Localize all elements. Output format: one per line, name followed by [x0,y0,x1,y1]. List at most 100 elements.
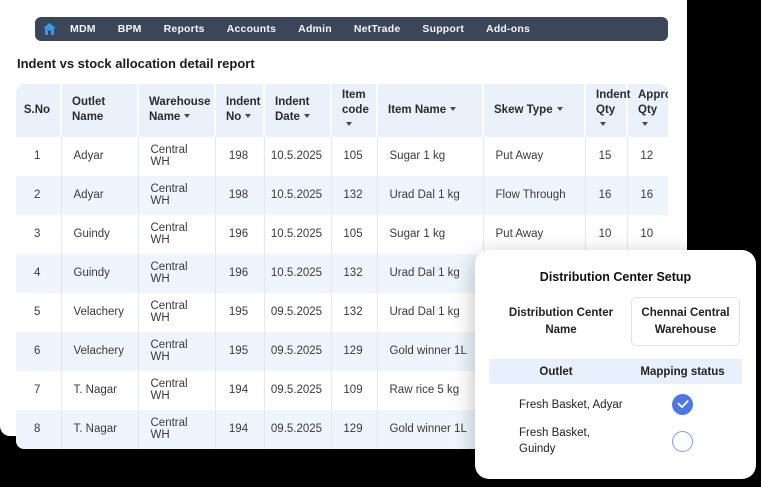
table-cell: Central WH [138,292,216,332]
dialog-table-header: Outlet Mapping status [489,359,742,385]
dialog-title: Distribution Center Setup [539,270,692,284]
table-cell: 10.5.2025 [264,136,332,176]
column-header-item-name[interactable]: Item Name [377,84,484,137]
page-title: Indent vs stock allocation detail report [17,56,255,71]
table-cell: 4 [16,253,62,293]
dialog-outlet-row: Fresh Basket, Guindy [489,425,742,457]
column-header-label: S.No [23,103,51,116]
table-cell: Central WH [138,175,216,215]
table-cell: 15 [585,136,628,176]
table-cell: 10.5.2025 [264,214,332,254]
table-row: 1 Adyar Central WH 198 10.5.2025 105 Sugar 1 k… [16,136,668,176]
table-cell: 7 [16,370,62,410]
table-cell: 3 [16,214,62,254]
table-row: 6 Velachery Central WH 195 09.5.2025 129 Gold … [16,331,668,371]
table-cell: 09.5.2025 [264,292,332,332]
table-cell: Central WH [138,253,216,293]
table-cell: 12 [627,136,668,176]
table-cell: Central WH [138,409,216,449]
table-cell: 16 [627,175,668,215]
distribution-center-name-input[interactable]: Chennai Central Warehouse [631,297,740,347]
distribution-center-name-label: Distribution Center Name [508,307,614,336]
column-header-label: Item code [342,89,369,116]
dialog-outlet-row: Fresh Basket, Adyar [489,394,742,416]
table-cell: Adyar [61,175,139,215]
column-header-label: Indent Qty [596,89,631,116]
table-cell: T. Nagar [61,409,139,449]
nav-item-mdm[interactable]: MDM [70,23,96,35]
nav-item-reports[interactable]: Reports [163,23,205,35]
table-cell: 2 [16,175,62,215]
table-header-row: S.No Outlet Name Warehouse Name Indent No In… [16,84,668,137]
column-header-label: Approve Qty [638,89,668,116]
table-cell: Put Away [483,136,586,176]
table-cell: 8 [16,409,62,449]
sort-arrow-icon [184,114,191,119]
column-header-skew-type[interactable]: Skew Type [483,84,586,137]
nav-item-nettrade[interactable]: NetTrade [353,23,401,35]
table-cell: Guindy [61,253,139,293]
outlet-name: Fresh Basket, Adyar [519,398,623,411]
column-header-label: Skew Type [494,103,553,116]
table-cell: Central WH [138,136,216,176]
column-header-warehouse-name[interactable]: Warehouse Name [138,84,216,137]
table-cell: 196 [215,253,265,293]
table-cell: Urad Dal 1 kg [377,253,484,293]
mapping-status-cell [623,394,742,416]
table-cell: 132 [331,292,378,332]
nav-item-add-ons[interactable]: Add-ons [486,23,531,35]
sort-arrow-icon [303,114,310,119]
nav-item-accounts[interactable]: Accounts [226,23,277,35]
home-icon-glyph [42,23,56,35]
column-header-approve-qty[interactable]: Approve Qty [627,84,668,137]
table-cell: Guindy [61,214,139,254]
table-cell: Central WH [138,331,216,371]
table-row: 3 Guindy Central WH 196 10.5.2025 105 Sugar 1 … [16,214,668,254]
sort-arrow-icon [245,114,252,119]
nav-item-bpm[interactable]: BPM [117,23,142,35]
mapping-status-column-header: Mapping status [640,365,725,378]
table-cell: Raw rice 5 kg [377,370,484,410]
table-cell: T. Nagar [61,370,139,410]
table-cell: 198 [215,136,265,176]
table-cell: 6 [16,331,62,371]
table-cell: 105 [331,214,378,254]
dialog-rows: Fresh Basket, Adyar Fresh Basket, Guindy [475,394,756,457]
column-header-indent-qty[interactable]: Indent Qty [585,84,631,137]
table-cell: 10.5.2025 [264,175,332,215]
table-cell: 105 [331,136,378,176]
column-header-label: Indent Date [275,96,310,124]
table-cell: Flow Through [483,175,586,215]
mapping-checked-icon[interactable] [672,394,694,416]
table-cell: Urad Dal 1 kg [377,292,484,332]
nav-item-support[interactable]: Support [422,23,465,35]
home-icon[interactable] [39,21,59,37]
mapping-status-cell [623,430,742,452]
column-header-indent-no[interactable]: Indent No [215,84,265,137]
table-cell: Velachery [61,331,139,371]
table-cell: Urad Dal 1 kg [377,175,484,215]
column-header-indent-date[interactable]: Indent Date [264,84,332,137]
table-cell: 129 [331,409,378,449]
distribution-center-setup-dialog: Distribution Center Setup Distribution C… [475,250,756,479]
table-cell: 16 [585,175,628,215]
table-cell: 132 [331,253,378,293]
navbar-items: MDM BPM Reports Accounts Admin NetTrade Suppor… [59,17,541,41]
column-header-label: Indent No [226,96,261,124]
table-cell: 196 [215,214,265,254]
column-header-label: Warehouse Name [149,96,211,124]
mapping-unchecked-icon[interactable] [672,430,694,452]
sort-arrow-icon [556,106,563,111]
nav-item-admin[interactable]: Admin [298,23,332,35]
column-header-item-code[interactable]: Item code [331,84,378,137]
table-cell: 195 [215,292,265,332]
table-cell: 5 [16,292,62,332]
top-navbar: MDM BPM Reports Accounts Admin NetTrade Suppor… [35,17,668,41]
table-cell: Central WH [138,214,216,254]
outlet-name: Fresh Basket, Guindy [519,427,590,456]
table-cell: 129 [331,331,378,371]
table-cell: 10.5.2025 [264,253,332,293]
column-header-label: Outlet Name [72,96,106,124]
table-cell: 198 [215,175,265,215]
column-header-outlet-name: Outlet Name [61,84,139,137]
